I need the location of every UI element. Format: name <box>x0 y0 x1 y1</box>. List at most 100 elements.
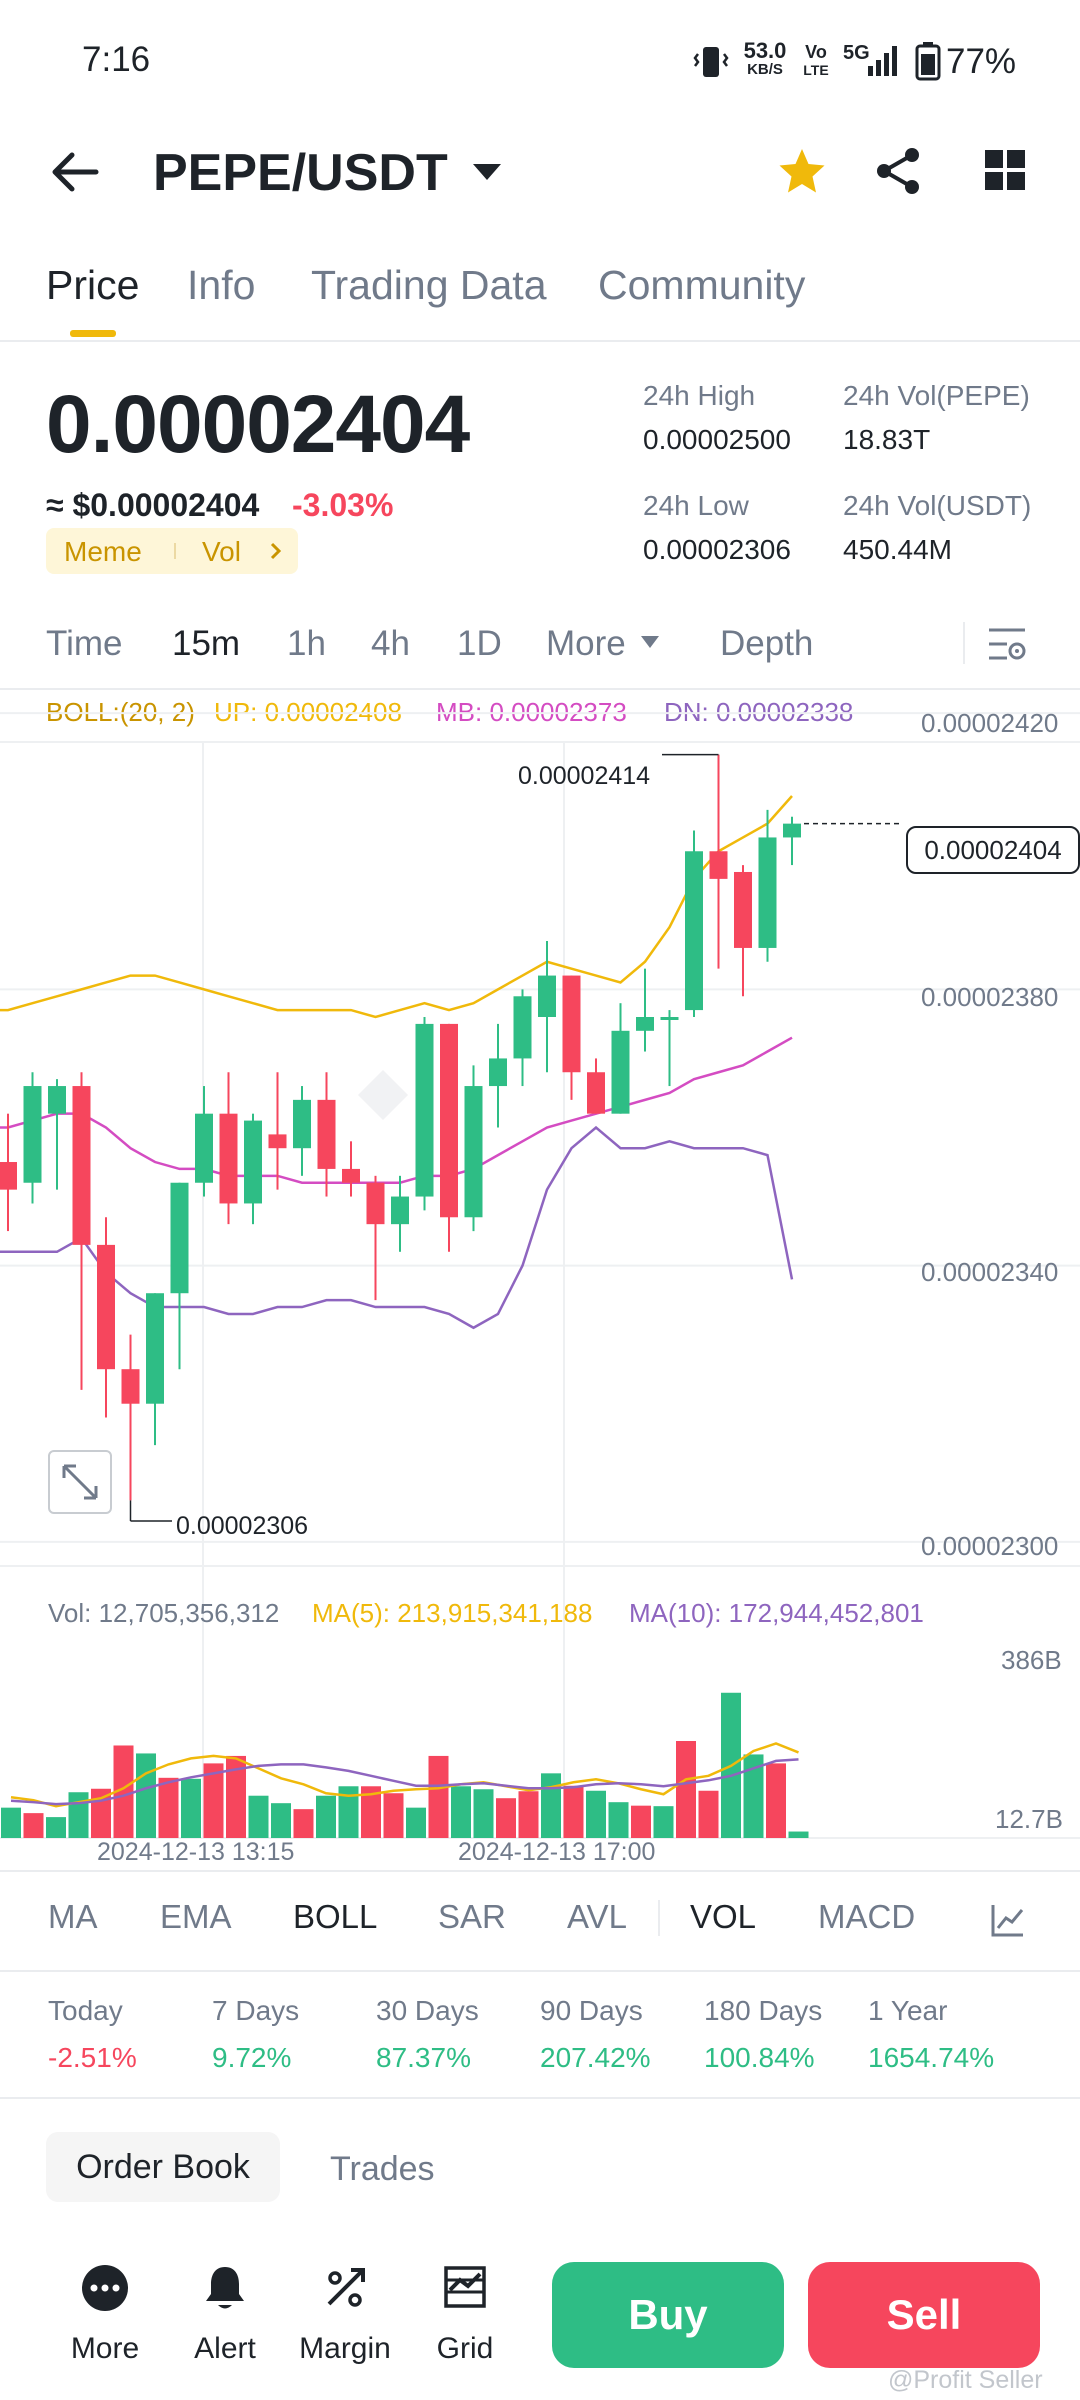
candle-body <box>268 1134 287 1149</box>
volume-bar <box>788 1831 809 1838</box>
volume-bar <box>68 1792 89 1838</box>
ind-avl[interactable]: AVL <box>567 1898 627 1935</box>
nav-grid[interactable]: Grid <box>390 2262 540 2382</box>
volume-bar <box>136 1753 156 1838</box>
candle-body <box>464 1086 483 1218</box>
volume-bar <box>473 1789 494 1838</box>
candle-body <box>195 1113 213 1183</box>
vol-quote-label: 24h Vol(USDT) <box>843 490 1032 521</box>
nav-more[interactable]: More <box>30 2262 180 2382</box>
price-axis-label: 0.00002380 <box>921 982 1059 1012</box>
fullscreen-button[interactable] <box>48 1450 112 1514</box>
candle-body <box>489 1058 507 1087</box>
back-arrow-icon[interactable] <box>50 150 100 194</box>
expand-icon <box>62 1464 98 1500</box>
sell-button[interactable]: Sell <box>808 2262 1040 2368</box>
nav-margin[interactable]: Margin <box>270 2262 420 2382</box>
net-speed-value: 53.0 <box>743 38 787 63</box>
ind-ema[interactable]: EMA <box>160 1898 232 1935</box>
percent-icon <box>327 2268 365 2307</box>
tf-separator <box>963 622 965 664</box>
ind-sar[interactable]: SAR <box>438 1898 506 1935</box>
candle-body <box>121 1369 140 1404</box>
volume-bar <box>293 1809 314 1838</box>
divider <box>0 1970 1080 1972</box>
volume-bar <box>563 1785 584 1838</box>
grid-trading-icon <box>444 2266 486 2308</box>
high-value: 0.00002500 <box>643 424 791 455</box>
tf-time[interactable]: Time <box>46 624 123 663</box>
tf-1d[interactable]: 1D <box>457 624 502 663</box>
current-price-tag: 0.00002404 <box>906 826 1080 874</box>
ind-boll[interactable]: BOLL <box>293 1898 378 1935</box>
max-price-label: 0.00002414 <box>518 762 651 790</box>
tag-meme[interactable]: Meme <box>64 536 142 567</box>
tab-trading-data[interactable]: Trading Data <box>311 262 547 308</box>
tag-divider <box>174 543 176 559</box>
candle-body <box>636 1016 654 1031</box>
vol-axis-max: 386B <box>1001 1645 1062 1675</box>
battery-icon <box>915 42 941 81</box>
usd-price: ≈ $0.00002404 <box>46 487 260 523</box>
volume-bar <box>23 1813 44 1838</box>
candle-body <box>440 1023 458 1218</box>
tf-4h[interactable]: 4h <box>371 624 410 663</box>
price-chart[interactable] <box>0 690 1080 1870</box>
vol-ma10-legend: MA(10): 172,944,452,801 <box>629 1598 924 1628</box>
tab-indicator <box>70 330 116 337</box>
grid-icon[interactable] <box>984 149 1026 191</box>
candle-body <box>342 1168 360 1183</box>
ind-ma[interactable]: MA <box>48 1898 98 1935</box>
volume-bar <box>631 1805 651 1838</box>
volume-bar <box>181 1778 201 1838</box>
indicator-settings-icon[interactable] <box>990 1902 1026 1938</box>
tag-row: Meme Vol <box>46 528 298 574</box>
tf-depth[interactable]: Depth <box>720 624 814 663</box>
tab-price[interactable]: Price <box>46 262 140 308</box>
tf-1h[interactable]: 1h <box>287 624 326 663</box>
more-caret-icon <box>641 636 659 648</box>
candle-body <box>366 1182 385 1225</box>
volume-bar <box>676 1741 696 1838</box>
volume-bar <box>383 1793 404 1838</box>
volume-bar <box>653 1806 674 1838</box>
ind-macd[interactable]: MACD <box>818 1898 916 1935</box>
nav-alert-label: Alert <box>194 2332 256 2365</box>
nav-more-label: More <box>70 2332 140 2365</box>
share-icon[interactable] <box>874 146 924 196</box>
vol-ma5-legend: MA(5): 213,915,341,188 <box>312 1598 593 1628</box>
buy-button[interactable]: Buy <box>552 2262 784 2368</box>
volume-bar <box>113 1745 134 1838</box>
tab-order-book[interactable]: Order Book <box>46 2132 280 2202</box>
tf-more[interactable]: More <box>546 624 626 663</box>
tab-community[interactable]: Community <box>598 262 806 308</box>
volume-bar <box>226 1755 246 1838</box>
tag-vol[interactable]: Vol <box>202 536 241 567</box>
candle-body <box>293 1099 311 1149</box>
pair-title[interactable]: PEPE/USDT <box>153 144 448 202</box>
caret-down-icon[interactable] <box>470 160 504 184</box>
nav-alert[interactable]: Alert <box>150 2262 300 2382</box>
volume-bar <box>428 1755 449 1838</box>
tf-15m[interactable]: 15m <box>172 624 241 663</box>
candle-body <box>23 1086 42 1183</box>
ind-vol[interactable]: VOL <box>690 1898 757 1935</box>
divider <box>0 688 1080 690</box>
volume-bar <box>158 1777 179 1838</box>
volume-bar <box>361 1786 381 1838</box>
ind-separator <box>658 1900 660 1936</box>
boll-mid-line <box>0 1036 793 1184</box>
perf-value: 1654.74% <box>868 2042 995 2073</box>
tab-info[interactable]: Info <box>187 262 256 308</box>
time-axis-label: 2024-12-13 17:00 <box>458 1838 656 1866</box>
volume-bar <box>1 1807 21 1838</box>
volume-bar <box>743 1754 764 1838</box>
perf-value: 207.42% <box>540 2042 651 2073</box>
chevron-right-icon <box>270 542 282 560</box>
perf-label: 7 Days <box>212 1995 300 2026</box>
tab-trades[interactable]: Trades <box>330 2150 435 2188</box>
chart-settings-icon[interactable] <box>987 626 1027 662</box>
volume-bar <box>316 1795 336 1838</box>
star-icon[interactable] <box>776 146 828 196</box>
